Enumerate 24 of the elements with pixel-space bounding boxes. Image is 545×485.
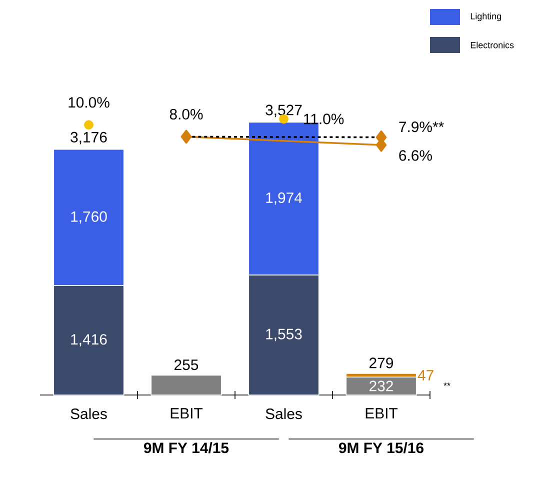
data-label: 8.0% xyxy=(170,108,203,120)
legend-label: Lighting xyxy=(470,12,502,22)
text: 9M FY 14/15 xyxy=(144,442,229,454)
data-label: 6.6% xyxy=(399,150,432,161)
data-label: 10.0% xyxy=(68,97,110,108)
total-label: 255 xyxy=(174,360,198,370)
data-label: 1,760 xyxy=(71,211,107,224)
data-label: 1,416 xyxy=(71,334,107,346)
data-label: 1,553 xyxy=(266,328,302,342)
text: ** xyxy=(444,382,450,386)
x-tick-label: Sales xyxy=(70,408,107,420)
data-label: 7.9%** xyxy=(399,122,444,132)
x-tick-label: Sales xyxy=(266,408,302,420)
legend-label: Electronics xyxy=(470,42,514,48)
x-tick-label: EBIT xyxy=(170,408,203,418)
total-label: 279 xyxy=(370,358,393,368)
data-label: 11.0% xyxy=(304,114,344,124)
text: 9M FY 15/16 xyxy=(338,442,424,454)
total-label: 3,527 xyxy=(266,104,302,118)
data-label: 1,974 xyxy=(266,192,302,205)
data-label: 232 xyxy=(370,380,393,392)
total-label: 3,176 xyxy=(70,132,107,144)
x-tick-label: EBIT xyxy=(366,408,398,418)
data-label: 47 xyxy=(418,370,434,380)
